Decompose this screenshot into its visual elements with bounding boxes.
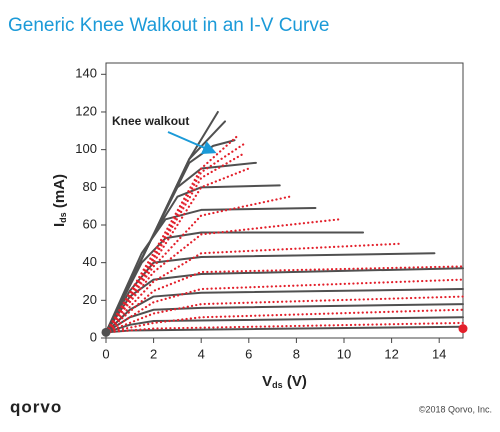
chart-title: Generic Knee Walkout in an I-V Curve: [8, 15, 329, 36]
y-tick-label: 120: [75, 103, 97, 118]
curve: [105, 252, 436, 334]
curve: [105, 267, 464, 334]
y-tick-label: 0: [90, 329, 97, 344]
x-tick-label: 0: [102, 346, 109, 361]
copyright: ©2018 Qorvo, Inc.: [419, 404, 492, 414]
ylabel-rest: (mA): [51, 174, 68, 212]
curve: [105, 303, 464, 334]
y-tick-label: 40: [83, 254, 97, 269]
plot-frame: [105, 62, 464, 339]
curve: [104, 321, 465, 334]
ylabel-main: I: [51, 223, 68, 227]
x-tick-label: 12: [384, 346, 398, 361]
curve: [104, 195, 291, 334]
curve: [104, 152, 246, 334]
annotation: Knee walkout: [112, 114, 189, 128]
ylabel-sub: ds: [58, 212, 68, 223]
x-tick-label: 4: [198, 346, 205, 361]
curve: [105, 207, 317, 334]
curve: [104, 218, 341, 334]
curve: [104, 278, 465, 334]
y-tick-label: 80: [83, 179, 97, 194]
y-tick-label: 20: [83, 292, 97, 307]
x-tick-label: 8: [293, 346, 300, 361]
x-tick-label: 6: [245, 346, 252, 361]
curve: [105, 184, 281, 334]
curve: [105, 325, 464, 334]
logo: qorvo: [10, 397, 62, 416]
ylabel-label: Ids (mA): [51, 174, 68, 227]
marker: [458, 324, 468, 334]
x-tick-label: 14: [432, 346, 446, 361]
marker: [101, 327, 111, 337]
xlabel-label: Vds (V): [262, 373, 307, 390]
curve: [104, 142, 246, 334]
xlabel-rest: (V): [283, 373, 307, 390]
xlabel-sub: ds: [272, 380, 283, 390]
y-tick-label: 100: [75, 141, 97, 156]
y-tick-label: 60: [83, 216, 97, 231]
curve: [104, 295, 465, 334]
annotation-arrow: [167, 131, 217, 154]
x-tick-label: 10: [337, 346, 351, 361]
y-tick-label: 140: [75, 66, 97, 81]
curve: [104, 135, 238, 334]
curve: [104, 265, 465, 334]
curve: [104, 167, 250, 334]
curve: [104, 242, 400, 334]
xlabel-main: V: [262, 373, 272, 390]
curve: [104, 308, 465, 334]
x-tick-label: 2: [150, 346, 157, 361]
